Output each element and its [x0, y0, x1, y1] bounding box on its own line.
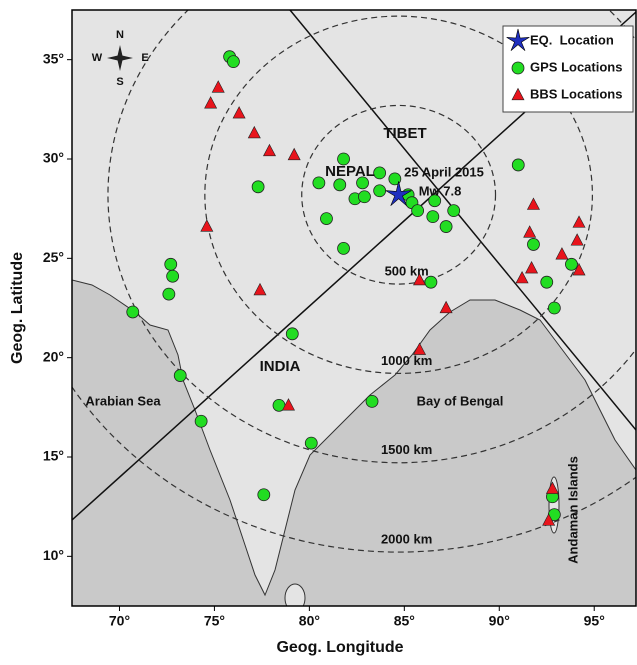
x-tick-label: 80° — [299, 613, 320, 629]
gps-marker — [163, 288, 175, 300]
compass-label: N — [116, 29, 124, 41]
place-label: Arabian Sea — [85, 393, 161, 408]
place-label: Bay of Bengal — [417, 393, 504, 408]
ring-label: 2000 km — [381, 532, 432, 547]
gps-marker — [565, 258, 577, 270]
annotation: Mw 7.8 — [419, 183, 462, 198]
gps-marker — [174, 370, 186, 382]
gps-marker — [313, 177, 325, 189]
gps-marker — [227, 56, 239, 68]
legend-label: EQ. Location — [530, 32, 614, 47]
place-label: NEPAL — [325, 163, 375, 180]
gps-marker — [338, 242, 350, 254]
compass-label: S — [116, 76, 123, 88]
ring-label: 1500 km — [381, 442, 432, 457]
gps-marker — [412, 205, 424, 217]
gps-marker — [366, 395, 378, 407]
gps-marker — [425, 276, 437, 288]
legend-marker — [512, 62, 524, 74]
sri-lanka — [285, 584, 305, 612]
y-axis-label: Geog. Latitude — [9, 252, 26, 364]
y-tick-label: 30° — [43, 150, 64, 166]
x-tick-label: 85° — [394, 613, 415, 629]
gps-marker — [195, 415, 207, 427]
y-tick-label: 25° — [43, 249, 64, 265]
gps-marker — [440, 221, 452, 233]
annotation: 25 April 2015 — [404, 164, 484, 179]
gps-marker — [527, 238, 539, 250]
place-label: INDIA — [260, 358, 301, 375]
gps-marker — [252, 181, 264, 193]
gps-marker — [512, 159, 524, 171]
compass-label: E — [141, 52, 148, 64]
gps-marker — [286, 328, 298, 340]
gps-marker — [334, 179, 346, 191]
gps-marker — [127, 306, 139, 318]
y-tick-label: 35° — [43, 50, 64, 66]
y-tick-label: 10° — [43, 547, 64, 563]
compass-label: W — [92, 52, 103, 64]
ring-label: 1000 km — [381, 353, 432, 368]
gps-marker — [258, 489, 270, 501]
gps-marker — [320, 213, 332, 225]
place-label: Andaman Islands — [565, 456, 580, 564]
x-tick-label: 70° — [109, 613, 130, 629]
legend-label: GPS Locations — [530, 59, 622, 74]
gps-marker — [374, 185, 386, 197]
map-chart: 500 km1000 km1500 km2000 km TIBET NEPAL … — [0, 0, 637, 660]
gps-marker — [374, 167, 386, 179]
x-tick-label: 95° — [584, 613, 605, 629]
gps-marker — [165, 258, 177, 270]
gps-marker — [305, 437, 317, 449]
gps-marker — [167, 270, 179, 282]
gps-marker — [448, 205, 460, 217]
gps-marker — [541, 276, 553, 288]
x-tick-label: 75° — [204, 613, 225, 629]
gps-marker — [358, 191, 370, 203]
gps-marker — [427, 211, 439, 223]
ring-label: 500 km — [385, 264, 429, 279]
legend-label: BBS Locations — [530, 86, 622, 101]
gps-marker — [548, 302, 560, 314]
x-tick-label: 90° — [489, 613, 510, 629]
y-tick-label: 20° — [43, 348, 64, 364]
x-axis-label: Geog. Longitude — [276, 639, 403, 656]
y-tick-label: 15° — [43, 448, 64, 464]
place-label: TIBET — [383, 125, 426, 142]
